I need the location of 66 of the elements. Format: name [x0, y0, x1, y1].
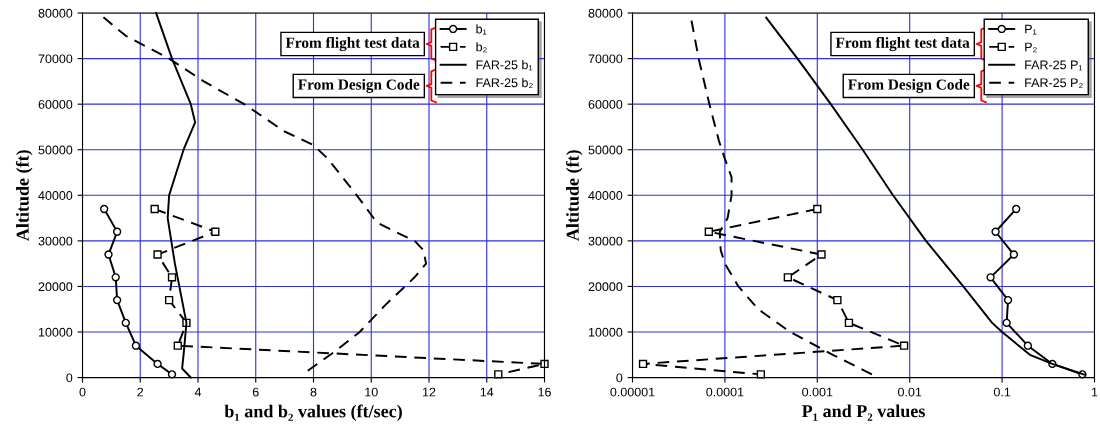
legend-label: FAR-25 b₂	[476, 77, 533, 89]
y-axis-title: Altitude (ft)	[15, 150, 33, 241]
y-tick-label: 60000	[588, 99, 623, 109]
y-tick-label: 30000	[588, 236, 623, 246]
y-tick-label: 40000	[38, 191, 73, 200]
point	[173, 341, 182, 350]
point	[111, 273, 120, 282]
legend-label: FAR-25 b₁	[476, 60, 533, 71]
legend-label: P₂	[1025, 42, 1037, 53]
y-tick-label: 10000	[38, 327, 73, 337]
y-tick-label: 20000	[588, 282, 623, 292]
legend-label: FAR-25 P₁	[1025, 60, 1083, 71]
annotation: From flight test data	[285, 36, 420, 52]
x-axis-title: P₁ and P₂ values	[801, 404, 925, 421]
x-tick-label: 4	[194, 387, 202, 397]
y-tick-label: 80000	[38, 8, 73, 18]
point	[153, 359, 162, 369]
x-axis-title: b₁ and b₂ values (ft/sec)	[224, 404, 402, 422]
annotation: From Design Code	[298, 78, 420, 93]
point	[112, 295, 122, 305]
y-tick-label: 40000	[588, 191, 623, 200]
legend-label: FAR-25 P₂	[1025, 78, 1083, 89]
x-tick-label: 0	[79, 387, 86, 397]
x-tick-label: 12	[423, 387, 436, 397]
x-tick-label: 10	[365, 387, 378, 397]
y-tick-label: 50000	[38, 145, 73, 155]
x-tick-label: 0.0001	[706, 387, 744, 397]
x-tick-label: 14	[480, 387, 494, 397]
annotation: From flight test data	[835, 36, 970, 52]
y-axis-title: Altitude (ft)	[565, 150, 583, 241]
point	[104, 250, 113, 259]
legend-label: b₁	[476, 24, 487, 35]
x-tick-label: 0.1	[993, 387, 1011, 397]
point	[164, 295, 174, 305]
y-tick-label: 0	[66, 373, 73, 383]
x-tick-label: 16	[538, 387, 551, 397]
annotation: From Design Code	[848, 78, 970, 93]
point	[99, 204, 109, 214]
y-tick-label: 60000	[38, 99, 73, 109]
point	[121, 318, 130, 328]
legend-label: P₁	[1025, 24, 1037, 35]
y-tick-label: 0	[616, 373, 623, 383]
point	[167, 273, 177, 282]
x-tick-label: 1	[1091, 387, 1098, 397]
point	[112, 227, 122, 236]
point	[211, 227, 220, 236]
point	[540, 359, 549, 369]
y-tick-label: 20000	[38, 282, 73, 292]
point	[167, 370, 177, 379]
y-tick-label: 30000	[38, 236, 73, 246]
x-tick-label: 6	[252, 387, 259, 397]
x-tick-label: 2	[137, 387, 144, 397]
x-tick-label: 0.00001	[610, 387, 655, 397]
y-tick-label: 10000	[588, 327, 623, 337]
x-tick-label: 8	[310, 387, 317, 397]
y-tick-label: 70000	[588, 54, 623, 64]
legend-label: b₂	[476, 42, 487, 53]
y-tick-label: 80000	[588, 8, 623, 18]
x-tick-label: 0.01	[898, 387, 922, 397]
y-tick-label: 70000	[38, 54, 73, 64]
point	[131, 341, 141, 350]
x-tick-label: 0.001	[802, 387, 833, 397]
point	[494, 370, 503, 379]
point	[153, 250, 162, 259]
y-tick-label: 50000	[588, 145, 623, 155]
point	[150, 204, 159, 214]
